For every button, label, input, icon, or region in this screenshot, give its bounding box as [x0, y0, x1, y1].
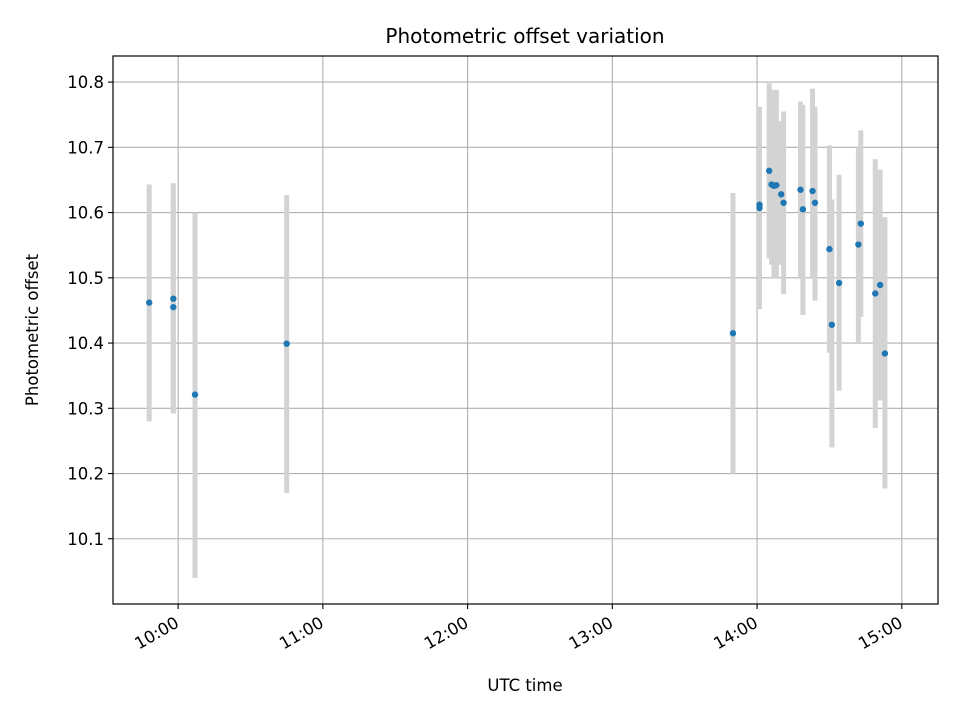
data-point: [826, 245, 833, 253]
data-point: [828, 321, 836, 328]
x-axis-label: UTC time: [487, 676, 562, 695]
y-tick-label: 10.4: [67, 334, 104, 353]
y-axis-ticks: 10.1 10.2 10.3 10.4 10.5 10.6 10.7 10.8: [67, 73, 113, 549]
data-point: [876, 281, 884, 289]
y-tick-label: 10.2: [67, 465, 104, 484]
data-point: [855, 241, 862, 248]
x-tick-label: 13:00: [566, 613, 617, 653]
y-tick-label: 10.3: [67, 399, 104, 418]
x-tick-label: 15:00: [855, 613, 906, 653]
chart-title: Photometric offset variation: [385, 24, 664, 48]
data-point: [872, 290, 879, 297]
x-tick-label: 14:00: [710, 613, 761, 653]
x-tick-label: 12:00: [421, 613, 472, 653]
data-point: [765, 167, 773, 175]
data-point: [797, 186, 804, 193]
data-point: [799, 206, 807, 213]
data-point: [780, 199, 787, 206]
data-point: [191, 391, 199, 398]
data-point: [857, 220, 865, 227]
y-tick-label: 10.7: [67, 138, 104, 157]
data-point: [170, 303, 177, 311]
data-point: [835, 279, 843, 287]
data-point: [778, 191, 785, 198]
data-point: [729, 330, 737, 337]
data-points: [145, 167, 889, 398]
data-point: [809, 187, 816, 195]
y-tick-label: 10.5: [67, 269, 104, 288]
data-point: [881, 350, 889, 357]
data-point: [811, 199, 819, 206]
data-point: [756, 201, 763, 208]
x-tick-label: 10:00: [131, 613, 182, 653]
y-tick-label: 10.6: [67, 204, 104, 223]
data-point: [773, 181, 780, 189]
data-point: [283, 340, 290, 347]
plot-frame: [112, 55, 939, 605]
y-tick-label: 10.8: [67, 73, 104, 92]
x-axis-ticks: 10:00 11:00 12:00 13:00 14:00 15:00: [131, 604, 906, 653]
data-point: [145, 299, 153, 306]
x-tick-label: 11:00: [276, 613, 327, 653]
data-point: [170, 295, 177, 302]
y-tick-label: 10.1: [67, 530, 104, 549]
y-axis-label: Photometric offset: [23, 253, 42, 406]
error-bars: [146, 83, 888, 578]
